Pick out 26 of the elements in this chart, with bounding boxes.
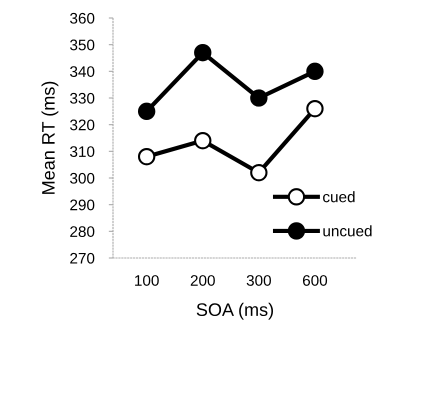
- point: [194, 44, 212, 62]
- point: [194, 132, 212, 150]
- point: [306, 100, 324, 118]
- point: [250, 89, 268, 107]
- y-tick-label: 360: [70, 12, 94, 24]
- y-tick-label: 350: [70, 40, 94, 50]
- x-tick-label: 200: [190, 275, 215, 286]
- x-tick-label: 300: [246, 275, 271, 286]
- point: [306, 62, 324, 80]
- point: [250, 164, 268, 182]
- y-tick-label: 300: [70, 172, 94, 184]
- y-tick-label: 270: [70, 252, 94, 264]
- y-axis-title: Mean RT (ms): [42, 82, 58, 194]
- x-tick-label: 600: [302, 275, 328, 286]
- y-tick-label: 280: [70, 226, 94, 238]
- x-axis-title: SOA (ms): [196, 302, 274, 320]
- x-tick-label: 100: [135, 275, 159, 286]
- legend-label: uncued: [323, 225, 372, 236]
- y-tick-label: 310: [70, 146, 94, 158]
- legend-label: cued: [323, 191, 355, 202]
- point: [138, 148, 156, 166]
- y-tick-label: 330: [70, 92, 94, 104]
- y-tick-label: 320: [70, 120, 94, 130]
- y-tick-label: 340: [70, 66, 94, 78]
- point: [138, 102, 156, 120]
- y-tick-label: 290: [70, 200, 94, 210]
